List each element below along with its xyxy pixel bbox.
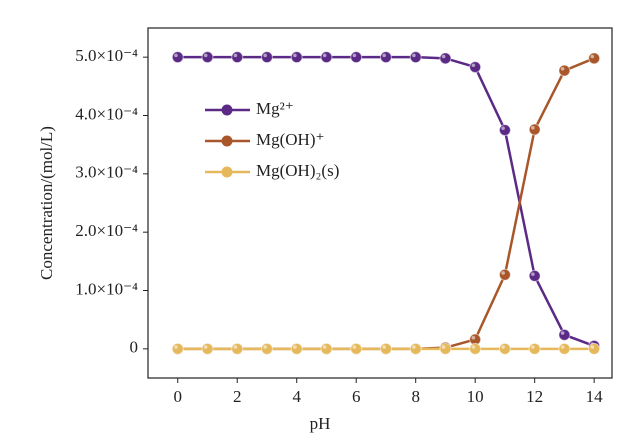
point	[379, 51, 392, 64]
legend-marker	[221, 166, 233, 178]
point	[439, 52, 452, 65]
point-highlight	[560, 331, 565, 335]
point-highlight	[352, 345, 357, 349]
y-tick-label: 0	[130, 338, 139, 357]
point	[498, 268, 511, 281]
point-highlight	[560, 66, 565, 71]
point-highlight	[412, 345, 416, 349]
y-axis-label: Concentration/(mol/L)	[37, 126, 56, 280]
y-tick-label: 1.0×10⁻⁴	[75, 279, 138, 298]
point-highlight	[263, 345, 267, 349]
y-tick-label: 3.0×10⁻⁴	[75, 163, 138, 182]
point-highlight	[441, 345, 446, 349]
point-highlight	[471, 335, 476, 340]
point	[528, 269, 541, 282]
point	[469, 342, 482, 355]
point-highlight	[590, 54, 595, 59]
point	[588, 342, 601, 355]
point	[350, 342, 363, 355]
point	[350, 51, 363, 64]
point	[320, 51, 333, 64]
point	[201, 51, 214, 64]
point-highlight	[501, 271, 505, 275]
point-highlight	[531, 272, 535, 276]
series-line	[177, 57, 595, 351]
point-highlight	[471, 63, 476, 68]
legend-label: Mg(OH)⁺	[256, 130, 324, 149]
point-highlight	[322, 345, 327, 349]
x-tick-label: 4	[292, 387, 301, 406]
point-highlight	[352, 53, 357, 58]
point	[558, 328, 571, 341]
point	[528, 342, 541, 355]
point	[409, 51, 422, 64]
point	[498, 342, 511, 355]
point	[290, 51, 303, 64]
point-highlight	[501, 345, 505, 349]
point	[231, 342, 244, 355]
point	[528, 123, 541, 136]
point	[260, 51, 273, 64]
point	[260, 342, 273, 355]
point	[498, 124, 511, 137]
point	[588, 52, 601, 65]
point-highlight	[233, 345, 238, 349]
x-axis-label: pH	[310, 414, 331, 433]
point-highlight	[471, 345, 476, 349]
point-highlight	[263, 53, 267, 58]
point-highlight	[560, 345, 565, 349]
point	[379, 342, 392, 355]
point	[171, 51, 184, 64]
point-highlight	[531, 345, 535, 349]
point	[320, 342, 333, 355]
point-highlight	[293, 345, 297, 349]
point-highlight	[174, 345, 178, 349]
x-tick-label: 6	[352, 387, 361, 406]
legend-marker	[221, 104, 233, 116]
y-tick-label: 4.0×10⁻⁴	[75, 104, 138, 123]
x-tick-label: 2	[233, 387, 242, 406]
plot-frame	[147, 27, 613, 379]
x-tick-label: 8	[411, 387, 420, 406]
point-highlight	[441, 54, 446, 59]
point-highlight	[233, 53, 238, 58]
legend-marker	[221, 135, 233, 147]
legend-label: Mg(OH)₂(s)	[256, 161, 339, 180]
y-tick-label: 5.0×10⁻⁴	[75, 46, 138, 65]
point-highlight	[293, 53, 297, 58]
point	[558, 342, 571, 355]
x-tick-label: 0	[173, 387, 182, 406]
point	[409, 342, 422, 355]
x-tick-label: 10	[467, 387, 484, 406]
point-highlight	[501, 126, 505, 131]
point-highlight	[382, 53, 386, 58]
point-highlight	[382, 345, 386, 349]
series-line	[177, 55, 595, 348]
point-highlight	[203, 53, 208, 58]
point-highlight	[412, 53, 416, 58]
point	[290, 342, 303, 355]
point	[439, 342, 452, 355]
point	[171, 342, 184, 355]
point	[558, 64, 571, 77]
point	[201, 342, 214, 355]
y-tick-label: 2.0×10⁻⁴	[75, 221, 138, 240]
point	[469, 61, 482, 74]
point-highlight	[531, 125, 535, 130]
point	[231, 51, 244, 64]
point-highlight	[203, 345, 208, 349]
legend-label: Mg²⁺	[256, 99, 294, 118]
point-highlight	[590, 345, 595, 349]
x-tick-label: 14	[586, 387, 604, 406]
x-tick-label: 12	[526, 387, 543, 406]
point-highlight	[322, 53, 327, 58]
point-highlight	[174, 53, 178, 58]
